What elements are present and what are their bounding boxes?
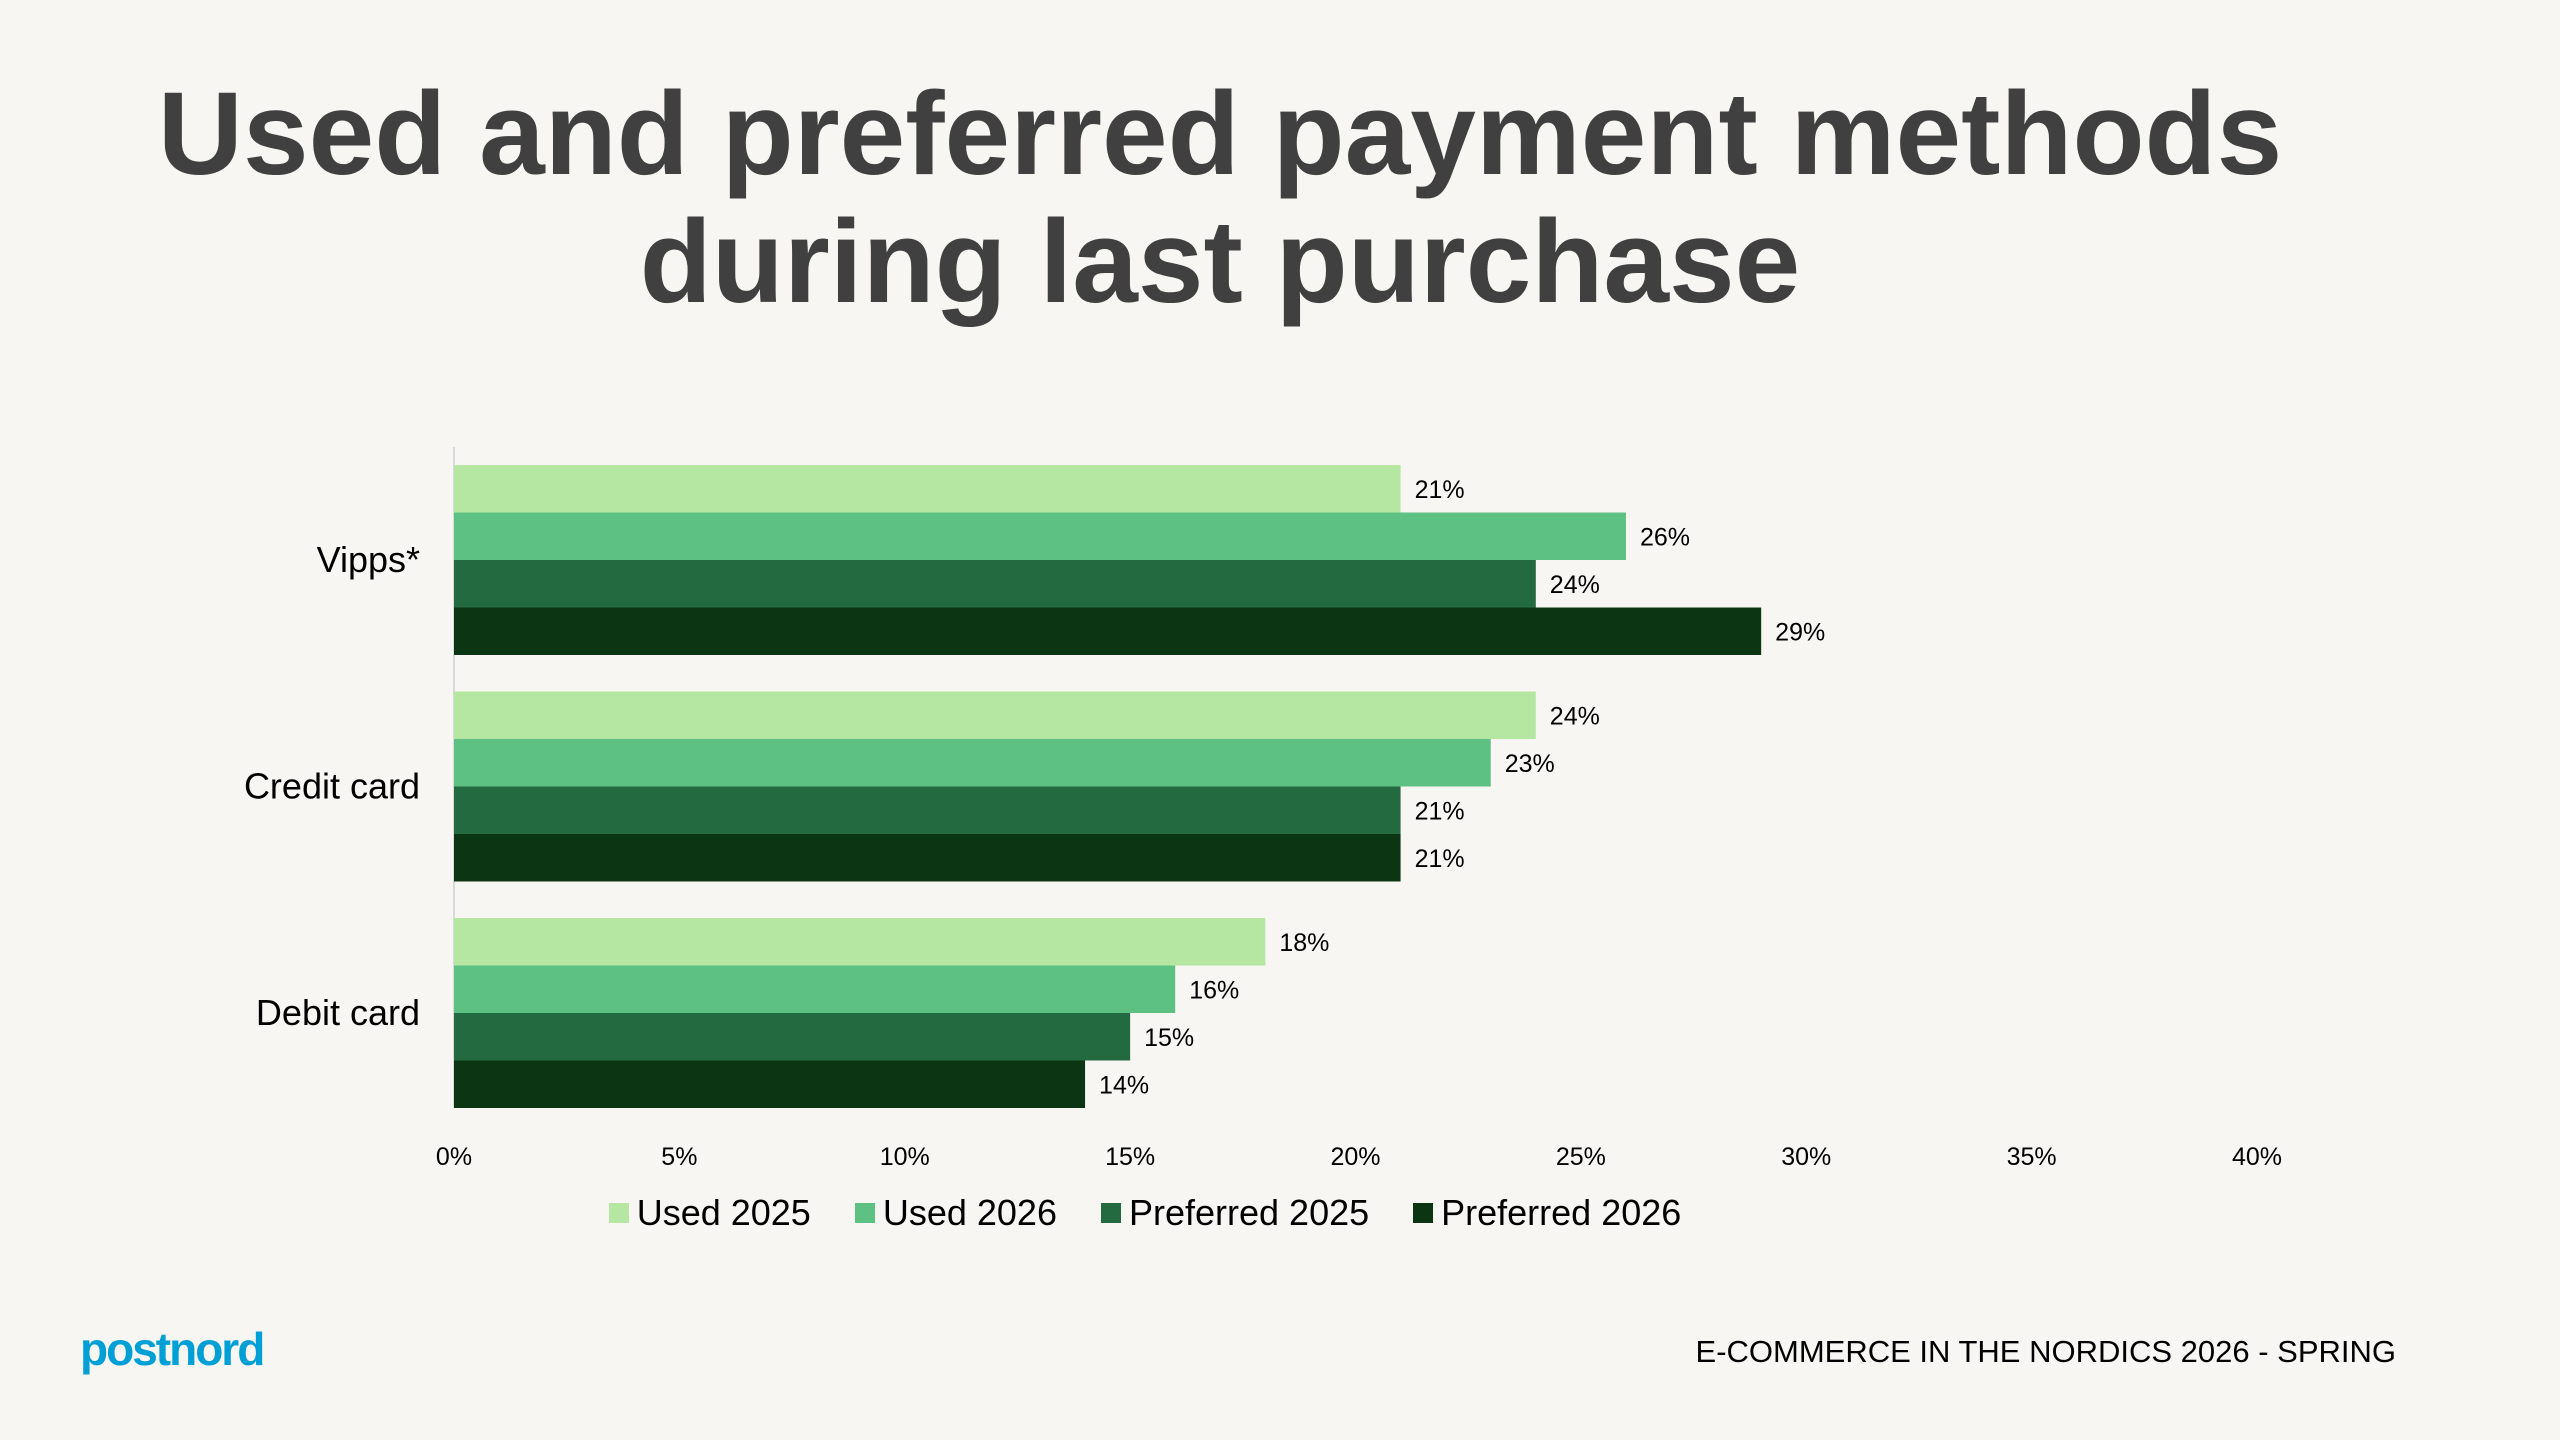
postnord-logo: postnord	[80, 1323, 265, 1375]
legend-item: Preferred 2026	[1413, 1192, 1681, 1234]
x-tick-label: 0%	[436, 1143, 472, 1171]
title-line-2: during last purchase	[639, 196, 1801, 328]
legend-label: Preferred 2026	[1441, 1192, 1682, 1233]
bar	[454, 739, 1491, 787]
bar	[454, 1060, 1086, 1108]
bar	[454, 786, 1401, 834]
legend: Used 2025 Used 2026 Preferred 2025 Preferre…	[0, 1192, 2560, 1234]
bar	[454, 691, 1536, 739]
category-label: Debit card	[256, 992, 420, 1033]
legend-swatch	[854, 1203, 875, 1223]
page-title: Used and preferred payment methods durin…	[0, 70, 2440, 326]
legend-item: Used 2026	[854, 1192, 1057, 1234]
x-tick-label: 30%	[1781, 1143, 1831, 1171]
x-tick-label: 5%	[661, 1143, 697, 1171]
legend-label: Used 2025	[636, 1192, 811, 1233]
x-tick-label: 25%	[1556, 1143, 1606, 1171]
data-label: 26%	[1640, 523, 1690, 551]
data-label: 18%	[1279, 929, 1329, 957]
bar	[454, 465, 1401, 513]
x-tick-label: 15%	[1105, 1143, 1155, 1171]
category-label: Credit card	[244, 766, 420, 807]
bar	[454, 918, 1266, 966]
legend-item: Preferred 2025	[1100, 1192, 1370, 1234]
legend-label: Used 2026	[882, 1192, 1057, 1233]
data-label: 21%	[1415, 797, 1465, 825]
x-tick-label: 40%	[2232, 1143, 2282, 1171]
footer-text: E-COMMERCE IN THE NORDICS 2026 - SPRING	[1695, 1334, 2396, 1369]
legend-swatch	[1413, 1203, 1434, 1223]
category-label: Vipps*	[317, 539, 420, 580]
x-tick-label: 10%	[880, 1143, 930, 1171]
legend-swatch	[1100, 1203, 1121, 1223]
data-label: 14%	[1099, 1071, 1149, 1099]
data-label: 21%	[1415, 845, 1465, 873]
data-label: 24%	[1550, 702, 1600, 730]
data-label: 16%	[1189, 976, 1239, 1004]
bar	[454, 965, 1176, 1013]
legend-swatch	[608, 1203, 629, 1223]
data-label: 29%	[1775, 618, 1825, 646]
bar	[454, 607, 1762, 655]
bar	[454, 1013, 1131, 1061]
x-tick-label: 35%	[2007, 1143, 2057, 1171]
bar	[454, 512, 1626, 560]
bar	[454, 560, 1536, 608]
x-tick-label: 20%	[1330, 1143, 1380, 1171]
data-label: 21%	[1415, 476, 1465, 504]
title-line-1: Used and preferred payment methods	[157, 68, 2283, 200]
data-label: 24%	[1550, 571, 1600, 599]
data-label: 23%	[1505, 750, 1555, 778]
bar	[454, 834, 1401, 882]
legend-item: Used 2025	[608, 1192, 811, 1234]
data-label: 15%	[1144, 1024, 1194, 1052]
legend-label: Preferred 2025	[1128, 1192, 1370, 1233]
